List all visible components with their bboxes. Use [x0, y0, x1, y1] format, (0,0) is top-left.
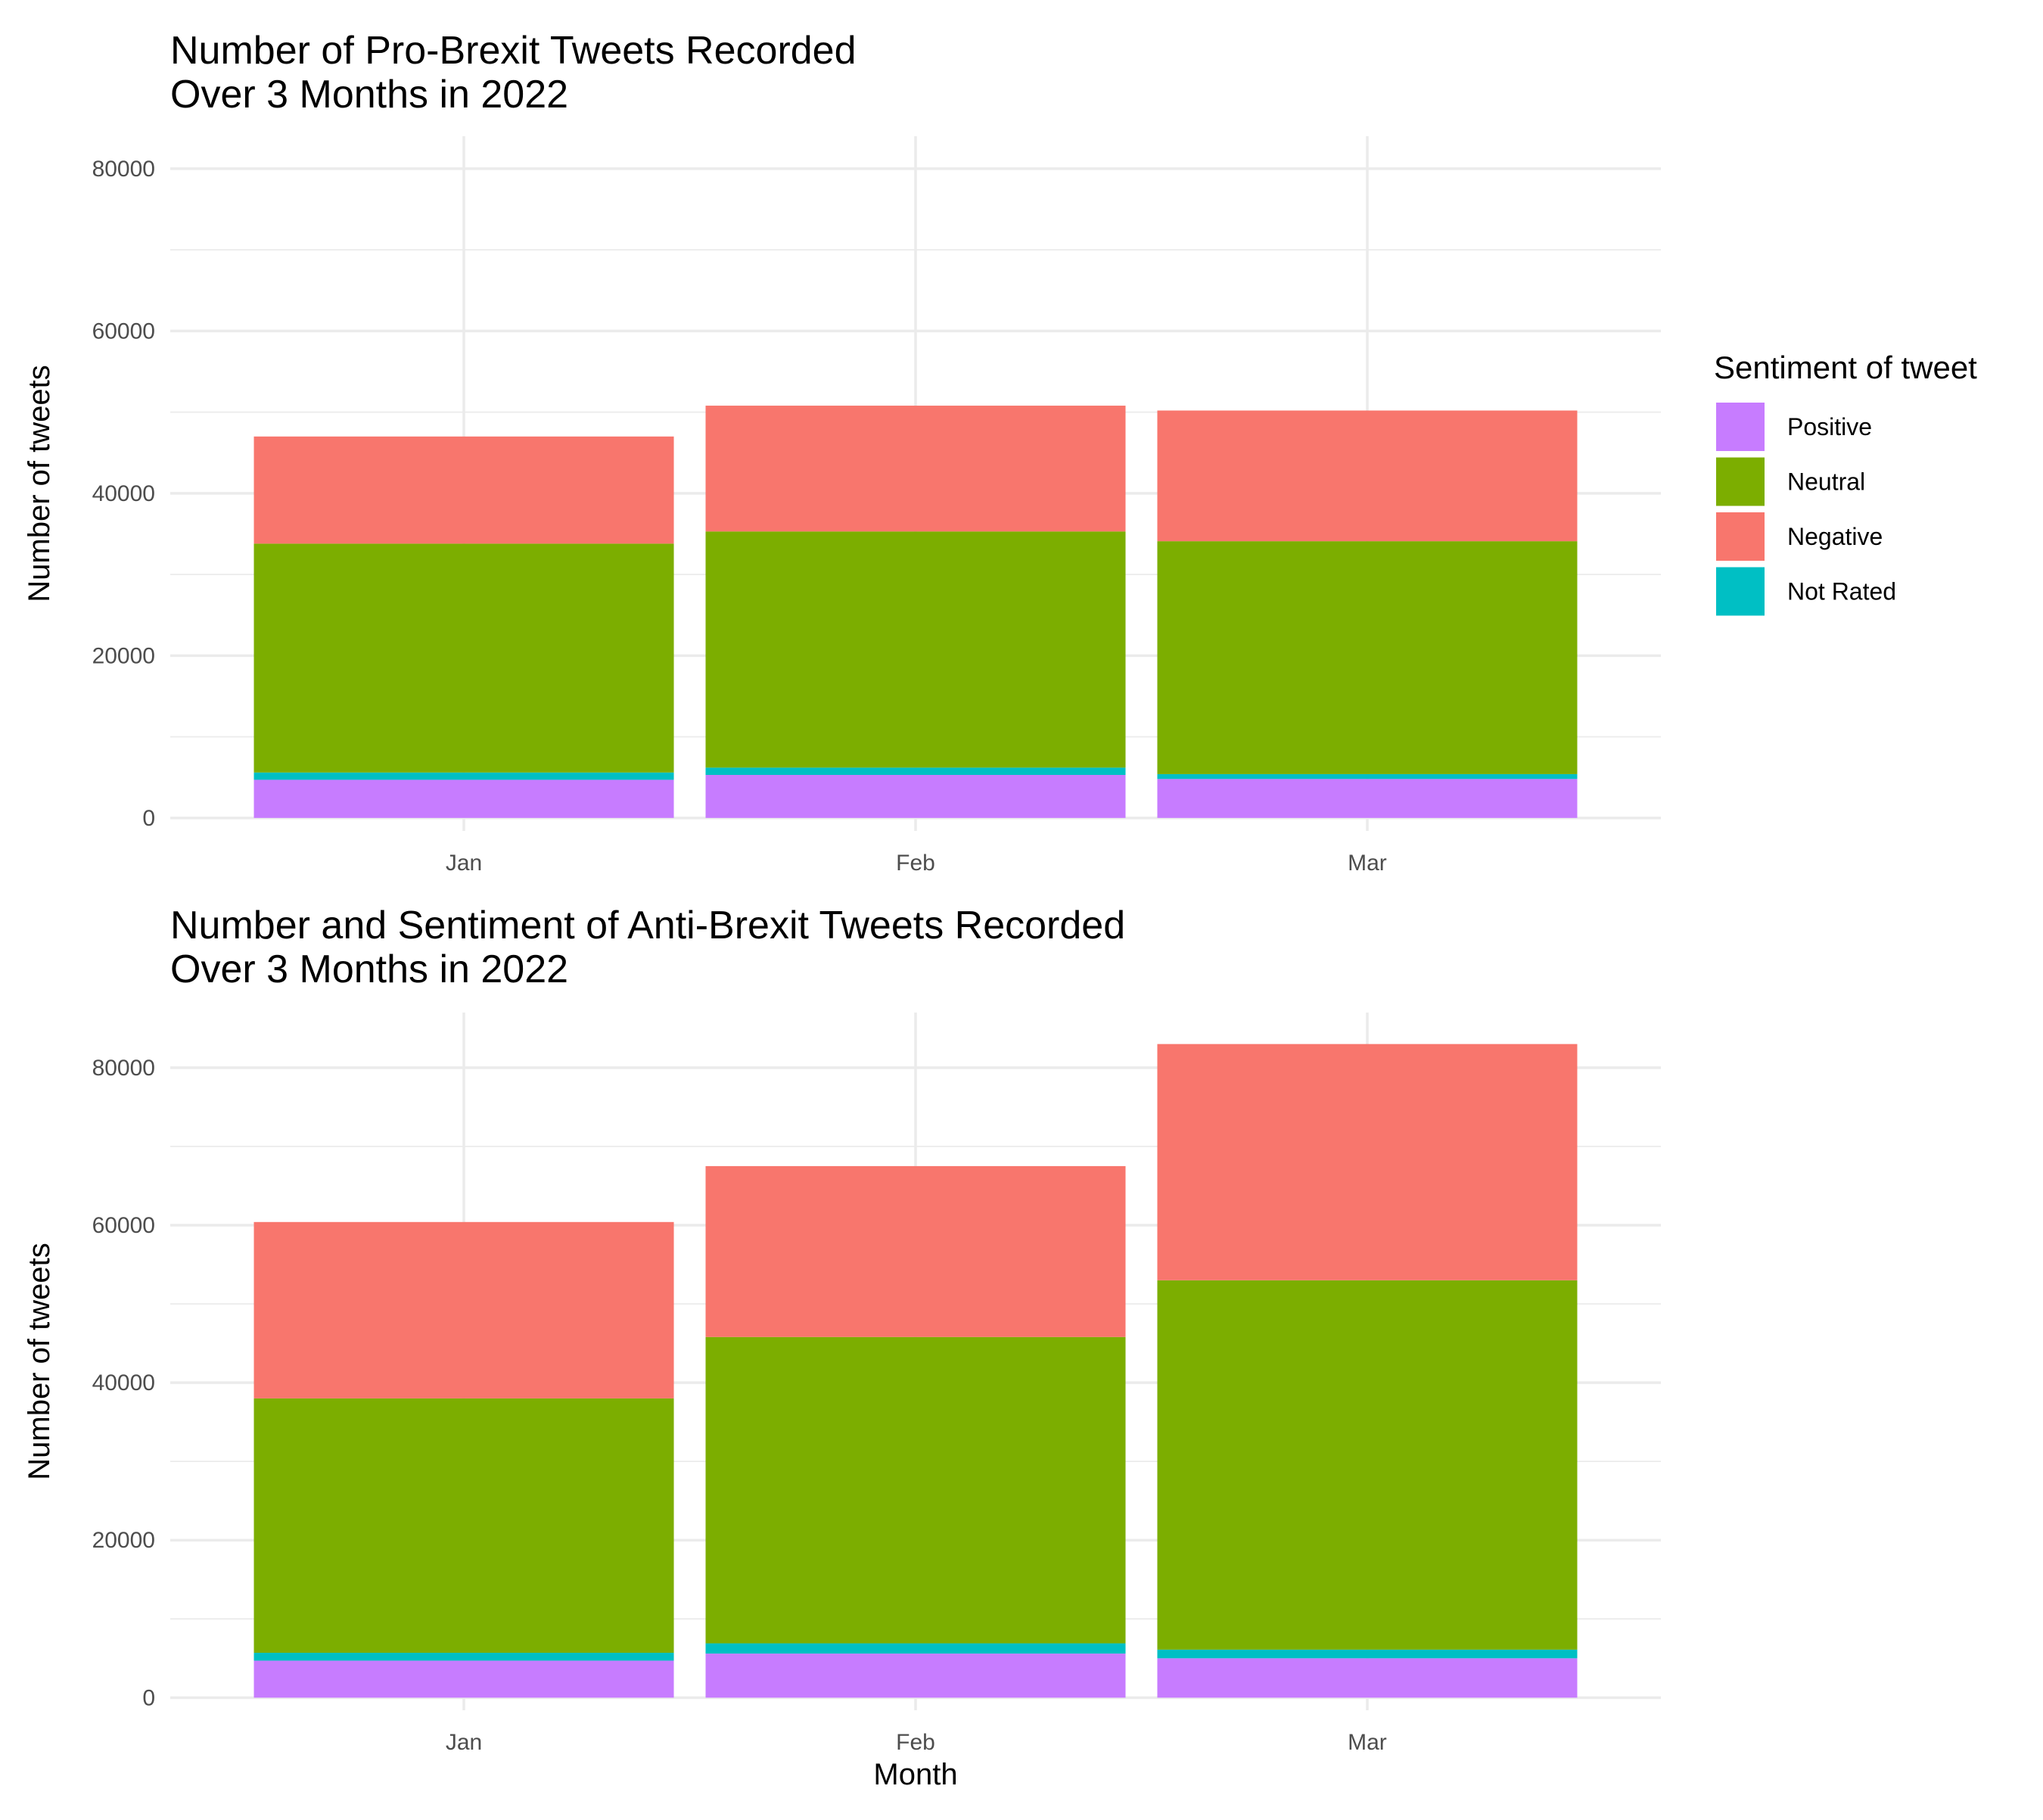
y-tick-label: 60000: [92, 319, 155, 344]
bar-segment-neutral-feb: [705, 1336, 1126, 1644]
x-tick-label: Jan: [446, 1730, 482, 1755]
bar-segment-not-rated-feb: [705, 1643, 1126, 1654]
y-tick-label: 80000: [92, 157, 155, 182]
chart-panel-2: 0 20000 40000 60000 80000 Jan Feb Mar Number and…: [23, 904, 1661, 1791]
legend-swatch-not-rated: [1716, 567, 1765, 616]
legend-label-neutral: Neutral: [1787, 468, 1865, 496]
x-tick-label: Feb: [896, 1730, 935, 1755]
bar-segment-not-rated-jan: [253, 1653, 674, 1661]
chart-title-line-2: Over 3 Months in 2022: [170, 73, 568, 117]
x-tick-label: Mar: [1348, 1730, 1387, 1755]
chart-panel-1: 0 20000 40000 60000 80000 Jan Feb Mar Number of …: [23, 29, 1661, 876]
legend-swatch-neutral: [1716, 457, 1765, 506]
y-tick-label: 20000: [92, 643, 155, 668]
y-tick-label: 40000: [92, 1370, 155, 1395]
bar-segment-positive-mar: [1157, 1658, 1578, 1698]
bar-segment-positive-jan: [253, 1660, 674, 1698]
bar-segment-positive-feb: [705, 1654, 1126, 1698]
y-axis-label: Number of tweets: [23, 1243, 56, 1479]
legend-label-negative: Negative: [1787, 523, 1883, 550]
y-tick-label: 80000: [92, 1056, 155, 1081]
bar-segment-not-rated-mar: [1157, 773, 1578, 779]
bar-segment-positive-feb: [705, 775, 1126, 818]
bar-segment-neutral-feb: [705, 531, 1126, 768]
y-tick-label: 20000: [92, 1528, 155, 1553]
legend: Sentiment of tweet Positive Neutral Negativ…: [1714, 350, 1977, 616]
bar-segment-negative-feb: [705, 406, 1126, 532]
x-tick-label: Mar: [1348, 851, 1387, 876]
bar-segment-neutral-mar: [1157, 541, 1578, 774]
bar-segment-positive-mar: [1157, 779, 1578, 818]
bar-segment-not-rated-feb: [705, 767, 1126, 776]
bar-segment-negative-jan: [253, 1221, 674, 1398]
legend-swatch-negative: [1716, 512, 1765, 561]
bar-segment-neutral-jan: [253, 1398, 674, 1654]
x-tick-label: Jan: [446, 851, 482, 876]
chart-title-line-1: Number of Pro-Brexit Tweets Recorded: [170, 29, 857, 73]
legend-label-not-rated: Not Rated: [1787, 578, 1896, 605]
y-axis-label: Number of tweets: [23, 365, 56, 602]
bar-segment-positive-jan: [253, 779, 674, 818]
legend-label-positive: Positive: [1787, 413, 1872, 440]
x-axis-label: Month: [873, 1758, 957, 1791]
y-tick-label: 60000: [92, 1213, 155, 1238]
bar-segment-neutral-mar: [1157, 1280, 1578, 1650]
chart-title-line-1: Number and Sentiment of Anti-Brexit Twee…: [170, 904, 1125, 947]
bar-segment-not-rated-mar: [1157, 1649, 1578, 1659]
bar-segment-neutral-jan: [253, 543, 674, 773]
legend-swatch-positive: [1716, 403, 1765, 451]
chart-title-line-2: Over 3 Months in 2022: [170, 947, 568, 991]
legend-title: Sentiment of tweet: [1714, 350, 1977, 385]
y-tick-label: 0: [142, 806, 155, 831]
bar-segment-negative-mar: [1157, 1044, 1578, 1280]
bar-segment-negative-feb: [705, 1165, 1126, 1337]
bar-segment-not-rated-jan: [253, 772, 674, 780]
y-tick-label: 40000: [92, 481, 155, 506]
bar-segment-negative-jan: [253, 436, 674, 544]
bar-segment-negative-mar: [1157, 410, 1578, 542]
x-tick-label: Feb: [896, 851, 935, 876]
y-tick-label: 0: [142, 1685, 155, 1710]
